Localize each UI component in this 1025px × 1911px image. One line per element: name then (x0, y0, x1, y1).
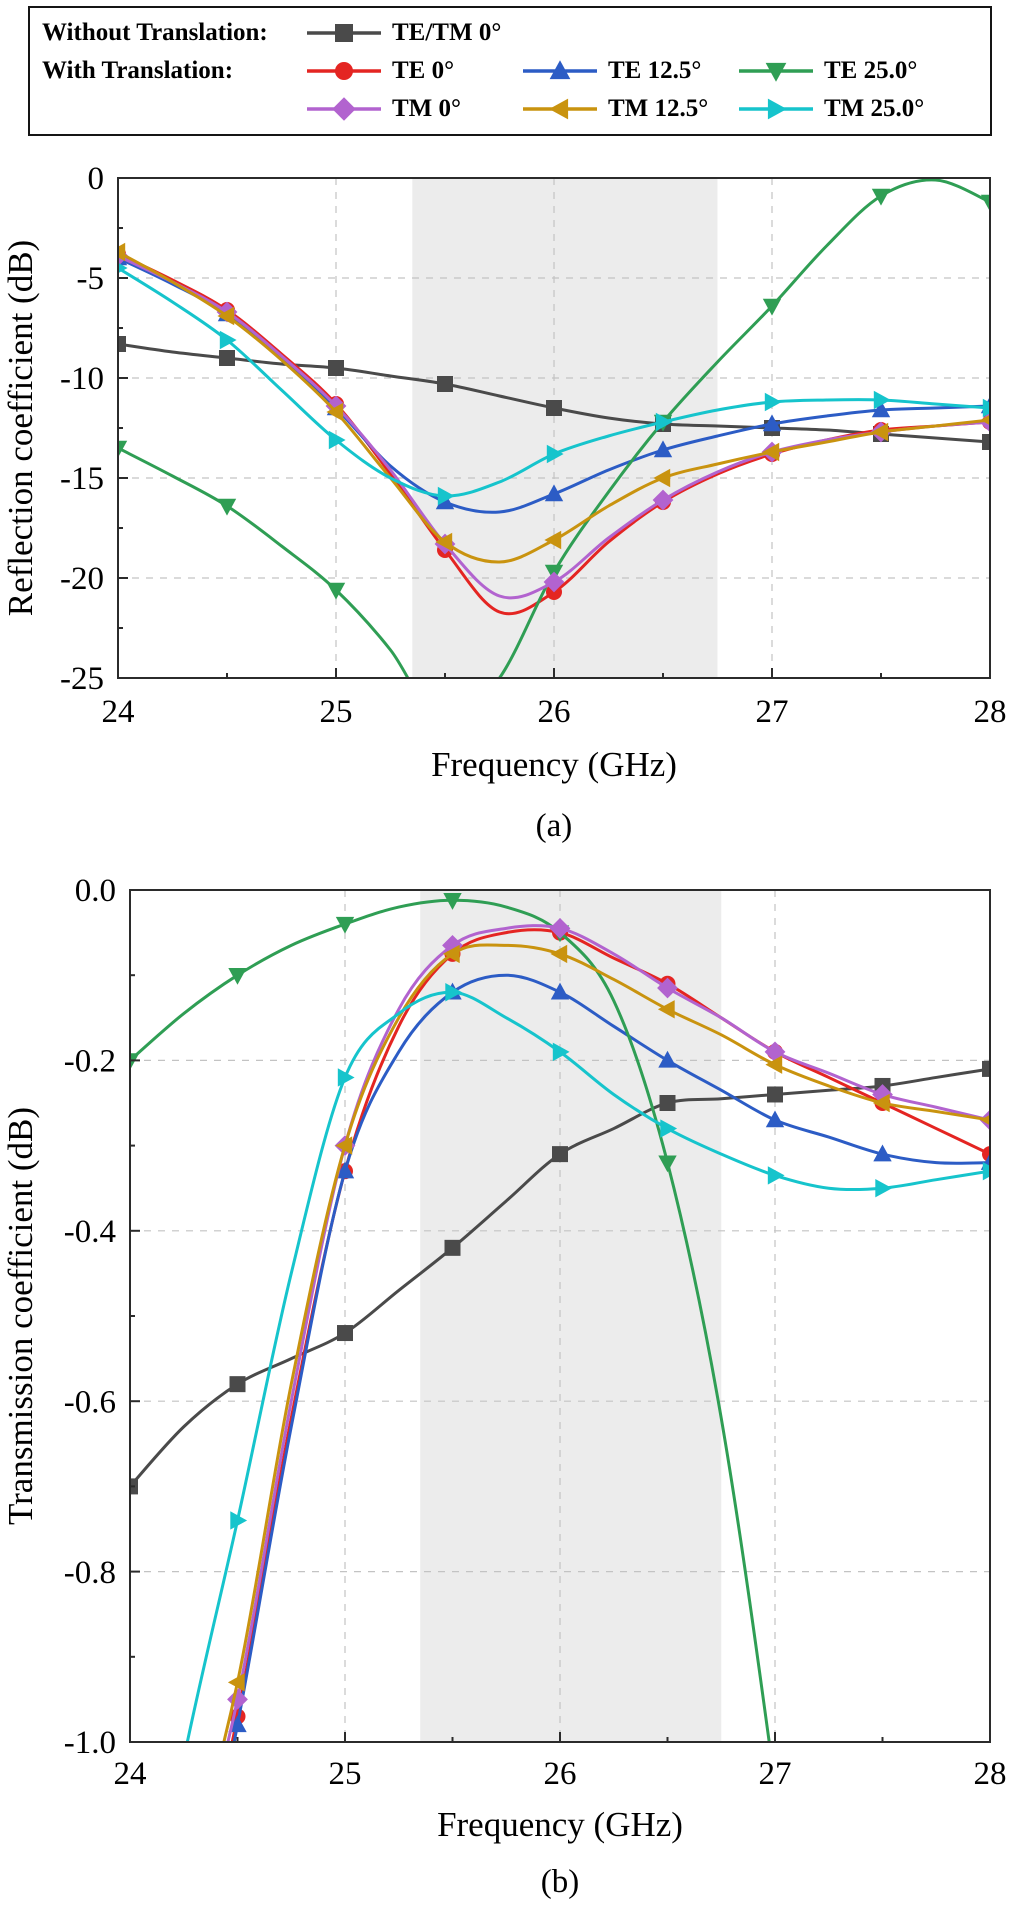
legend-label-tm-12-5: TM 12.5° (608, 95, 709, 122)
chart-b-transmission-coefficient: 24 25 26 27 28 0.0 -0.2 -0.4 -0.6 -0.8 -1.0 Frequen… (1, 873, 1007, 1900)
legend-swatch-tm-0-icon (307, 97, 381, 121)
legend-swatch-te-tm-0-icon (307, 24, 381, 42)
y-tick-label: -25 (60, 661, 104, 697)
y-tick-label: -20 (60, 561, 104, 597)
legend-label-tm-25-0: TM 25.0° (824, 95, 925, 122)
axis-ticks (117, 177, 991, 679)
legend-label-te-tm-0: TE/TM 0° (392, 19, 502, 46)
legend-heading-without-translation: Without Translation: (42, 19, 268, 46)
x-tick-label: 25 (329, 1756, 362, 1792)
y-tick-label: -0.6 (64, 1384, 116, 1420)
tick-labels: 24 25 26 27 28 0 -5 -10 -15 -20 -25 (60, 161, 1007, 730)
legend-label-te-0: TE 0° (392, 57, 455, 84)
y-axis-label: Reflection coefficient (dB) (1, 240, 40, 616)
legend-swatch-te-12-5-icon (523, 60, 597, 80)
legend-row-without: Without Translation: TE/TM 0° (42, 14, 990, 52)
legend-label-tm-0: TM 0° (392, 95, 462, 122)
x-tick-label: 25 (320, 694, 353, 730)
x-tick-label: 24 (102, 694, 135, 730)
chart-a-reflection-coefficient: 24 25 26 27 28 0 -5 -10 -15 -20 -25 Frequency (GHz)… (1, 161, 1007, 844)
y-tick-label: -5 (77, 261, 105, 297)
tick-labels: 24 25 26 27 28 0.0 -0.2 -0.4 -0.6 -0.8 -1.0 (64, 873, 1007, 1792)
series-line-tm-25-0- (185, 990, 990, 1742)
series-line-te-25-0- (130, 898, 771, 1742)
x-axis-label: Frequency (GHz) (431, 745, 677, 784)
legend-label-te-12-5: TE 12.5° (608, 57, 702, 84)
series-group (130, 893, 990, 1742)
legend-entry-te-12-5: TE 12.5° (520, 57, 736, 85)
series-line-tm-12-5- (118, 250, 990, 564)
x-tick-label: 27 (759, 1756, 792, 1792)
y-tick-label: -0.8 (64, 1555, 116, 1591)
highlight-band (412, 178, 718, 678)
legend-heading-with-translation: With Translation: (42, 57, 234, 84)
legend-swatch-te-0-icon (307, 62, 381, 80)
x-tick-label: 28 (974, 1756, 1007, 1792)
x-axis-label: Frequency (GHz) (437, 1805, 683, 1844)
legend-entry-te-0: TE 0° (304, 57, 520, 85)
highlight-band (420, 890, 722, 1742)
series-markers (118, 242, 990, 552)
legend-entry-te-25-0: TE 25.0° (736, 57, 952, 85)
legend-label-te-25-0: TE 25.0° (824, 57, 918, 84)
series-line-tm-25-0- (118, 266, 990, 498)
series-markers (118, 262, 990, 506)
x-tick-label: 27 (756, 694, 789, 730)
series-markers (130, 1060, 990, 1495)
y-tick-label: -0.4 (64, 1214, 116, 1250)
y-axis-label: Transmission coefficient (dB) (1, 1107, 40, 1525)
axis-ticks (129, 889, 991, 1743)
gridlines (130, 890, 990, 1742)
series-group (118, 178, 990, 678)
legend: Without Translation: TE/TM 0° With Trans… (28, 6, 992, 136)
series-markers (227, 944, 990, 1692)
x-tick-label: 28 (974, 694, 1007, 730)
legend-row-with-2: TM 0° TM 12.5° TM 25.0° (42, 90, 990, 128)
y-tick-label: -10 (60, 361, 104, 397)
series-markers (230, 983, 990, 1530)
y-tick-label: 0.0 (75, 873, 116, 909)
x-tick-label: 24 (114, 1756, 147, 1792)
legend-entry-tm-0: TM 0° (304, 95, 520, 123)
y-tick-label: -15 (60, 461, 104, 497)
legend-swatch-tm-12-5-icon (523, 98, 597, 120)
subfigure-caption: (a) (536, 808, 573, 844)
y-tick-label: 0 (88, 161, 105, 197)
legend-entry-te-tm-0: TE/TM 0° (304, 19, 520, 47)
subfigure-caption: (b) (541, 1864, 579, 1900)
legend-row-with-1: With Translation: TE 0° TE 12.5° TE 25.0… (42, 52, 990, 90)
legend-swatch-te-25-0-icon (739, 62, 813, 82)
legend-entry-tm-12-5: TM 12.5° (520, 95, 736, 123)
x-tick-label: 26 (544, 1756, 577, 1792)
legend-entry-tm-25-0: TM 25.0° (736, 95, 952, 123)
x-tick-label: 26 (538, 694, 571, 730)
series-line-tm-0- (118, 254, 990, 600)
legend-swatch-tm-25-0-icon (739, 98, 813, 120)
y-tick-label: -1.0 (64, 1725, 116, 1761)
y-tick-label: -0.2 (64, 1044, 116, 1080)
